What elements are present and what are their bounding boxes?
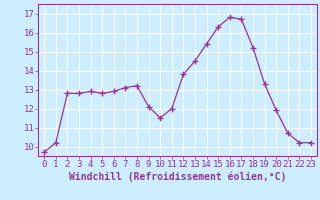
X-axis label: Windchill (Refroidissement éolien,°C): Windchill (Refroidissement éolien,°C) <box>69 172 286 182</box>
